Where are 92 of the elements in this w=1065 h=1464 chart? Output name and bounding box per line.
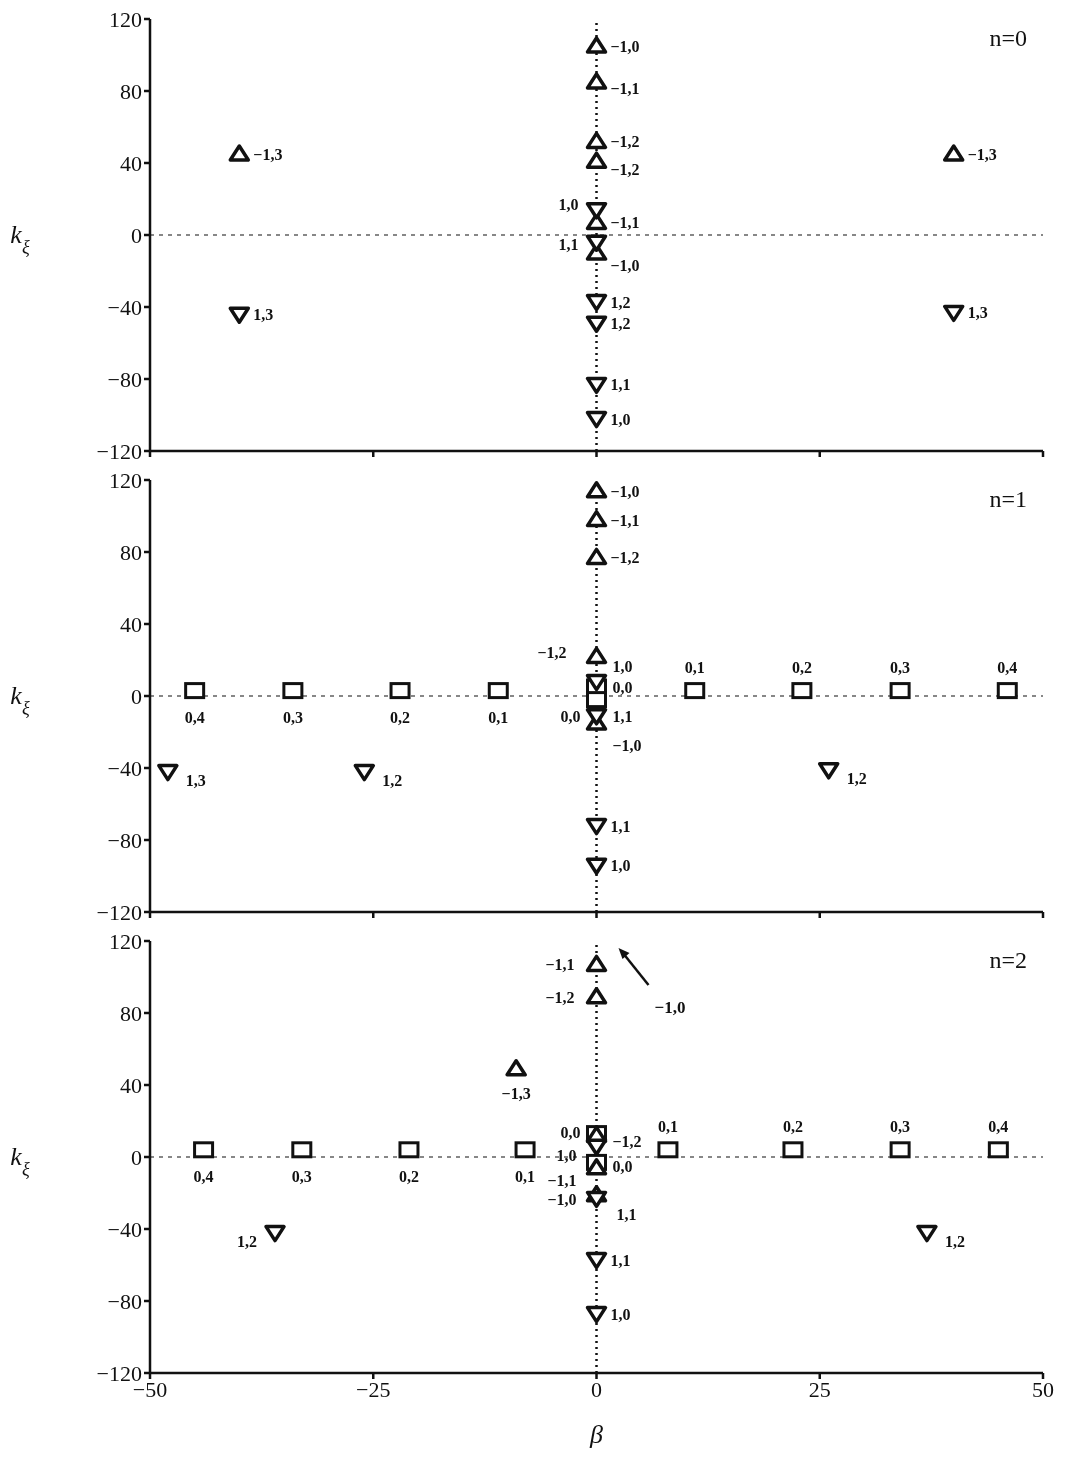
annotation: 1,0 [558,195,579,213]
annotation: −1,1 [545,956,575,974]
annotation: −1,3 [967,146,997,163]
annotation: 1,1 [610,376,631,394]
y-tick-label: 0 [131,683,142,709]
annotation: 1,0 [610,1305,631,1323]
x-tick-label: 50 [1032,1376,1054,1402]
annotation: −1,3 [501,1084,531,1102]
annotation: −1,0 [610,257,640,274]
annotation: −1,0 [610,38,640,55]
annotation: −1,2 [610,549,640,567]
annotation: 0,3 [291,1167,312,1185]
y-tick-label: −40 [107,294,142,320]
y-tick-label: 0 [131,1144,142,1170]
y-tick-label: 0 [131,222,142,248]
y-tick-label: 40 [120,1072,142,1098]
annotation: 0,0 [560,707,581,725]
annotation: −1,2 [612,1133,642,1151]
y-tick-label: 120 [109,467,142,493]
annotation: 0,4 [997,658,1018,676]
annotation: 1,2 [382,771,403,789]
x-tick-label: 0 [591,1376,602,1402]
annotation: −1,2 [537,644,567,662]
y-tick-label: 120 [109,928,142,954]
annotation: 0,4 [184,708,205,726]
annotation: 0,2 [782,1117,803,1135]
annotation: −1,0 [547,1190,577,1208]
annotation: 1,0 [610,857,631,875]
y-tick-label: 40 [120,611,142,637]
annotation: 1,0 [612,657,633,675]
annotation: −1,1 [547,1171,577,1189]
annotation: −1,2 [610,161,640,179]
annotation: 1,0 [556,1147,577,1165]
annotation: 0,2 [390,708,411,726]
y-tick-label: 120 [109,6,142,32]
annotation: 0,3 [890,658,911,676]
annotation: 1,1 [558,236,579,254]
y-tick-label: 40 [120,150,142,176]
annotation: −1,0 [610,482,640,500]
annotation: 0,0 [612,679,633,696]
y-tick-label: −120 [96,438,142,464]
annotation: −1,0 [612,737,642,754]
annotation: 1,2 [237,1232,258,1250]
y-tick-label: 80 [120,1000,142,1026]
annotation: 1,2 [610,315,631,333]
y-tick-label: 80 [120,539,142,565]
y-tick-label: −80 [107,1288,142,1314]
x-tick-label: −25 [356,1376,391,1402]
annotation: 1,3 [967,304,988,322]
y-axis-title: k$_{ξ}$ [10,220,30,257]
y-axis-title: k$_{ξ}$ [10,681,30,718]
chart-title: n=1 [989,486,1027,513]
annotation: −1,0 [654,998,686,1017]
y-tick-label: 80 [120,78,142,104]
annotation: −1,1 [610,80,640,97]
annotation: 0,2 [398,1167,419,1185]
annotation: 1,2 [944,1232,965,1250]
y-tick-label: −80 [107,366,142,392]
annotation: 0,1 [488,708,509,726]
annotation: −1,1 [610,214,640,232]
annotation: 0,2 [791,658,812,676]
y-tick-label: −40 [107,755,142,781]
annotation: 1,1 [616,1206,637,1224]
y-tick-label: −40 [107,1216,142,1242]
annotation: 1,1 [610,1251,631,1269]
annotation: −1,2 [545,988,575,1006]
annotation: 1,3 [185,771,206,789]
annotation: 1,3 [253,306,274,324]
annotation: 0,1 [515,1167,536,1185]
annotation: 1,2 [610,293,631,311]
annotation: 0,3 [282,708,303,726]
annotation: 1,1 [612,707,633,725]
annotation: −1,3 [253,146,283,163]
chart-title: n=2 [989,947,1027,974]
annotation: −1,2 [610,133,640,151]
y-tick-label: −120 [96,899,142,925]
annotation: 0,0 [560,1123,581,1141]
chart-title: n=0 [989,25,1027,52]
y-tick-label: −80 [107,827,142,853]
annotation: 0,4 [193,1167,214,1185]
annotation: 0,1 [684,658,705,676]
annotation: 0,3 [890,1117,911,1135]
annotation: 1,1 [610,817,631,835]
x-tick-label: 25 [808,1376,831,1402]
annotation: −1,1 [610,511,640,529]
x-axis-title: β [589,1420,604,1449]
annotation: 0,0 [612,1158,633,1176]
annotation: 1,0 [610,410,631,428]
annotation: 0,1 [657,1117,678,1135]
annotation: 1,2 [846,769,867,787]
y-axis-title: k$_{ξ}$ [10,1142,30,1179]
annotation: 0,4 [988,1117,1009,1135]
